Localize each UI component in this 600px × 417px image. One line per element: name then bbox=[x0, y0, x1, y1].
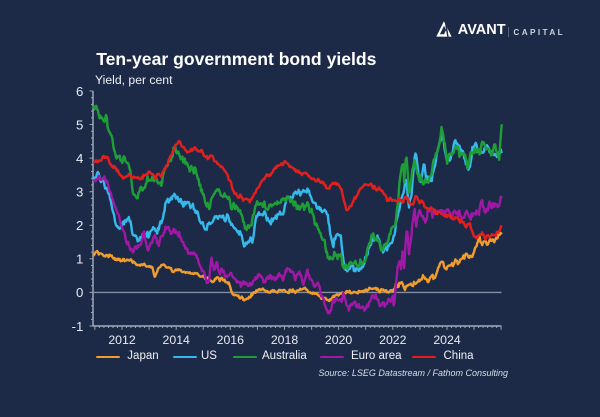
svg-text:2: 2 bbox=[76, 218, 83, 233]
svg-text:2020: 2020 bbox=[325, 333, 353, 347]
svg-text:5: 5 bbox=[76, 117, 83, 132]
svg-text:2012: 2012 bbox=[108, 333, 136, 347]
svg-text:4: 4 bbox=[76, 151, 83, 166]
svg-text:0: 0 bbox=[76, 285, 83, 300]
svg-text:2024: 2024 bbox=[433, 333, 461, 347]
svg-text:2022: 2022 bbox=[379, 333, 407, 347]
svg-text:1: 1 bbox=[76, 252, 83, 267]
svg-text:2018: 2018 bbox=[271, 333, 299, 347]
svg-text:6: 6 bbox=[76, 84, 83, 99]
svg-text:3: 3 bbox=[76, 185, 83, 200]
svg-text:2014: 2014 bbox=[163, 333, 191, 347]
svg-text:-1: -1 bbox=[72, 319, 84, 334]
svg-text:2016: 2016 bbox=[217, 333, 245, 347]
